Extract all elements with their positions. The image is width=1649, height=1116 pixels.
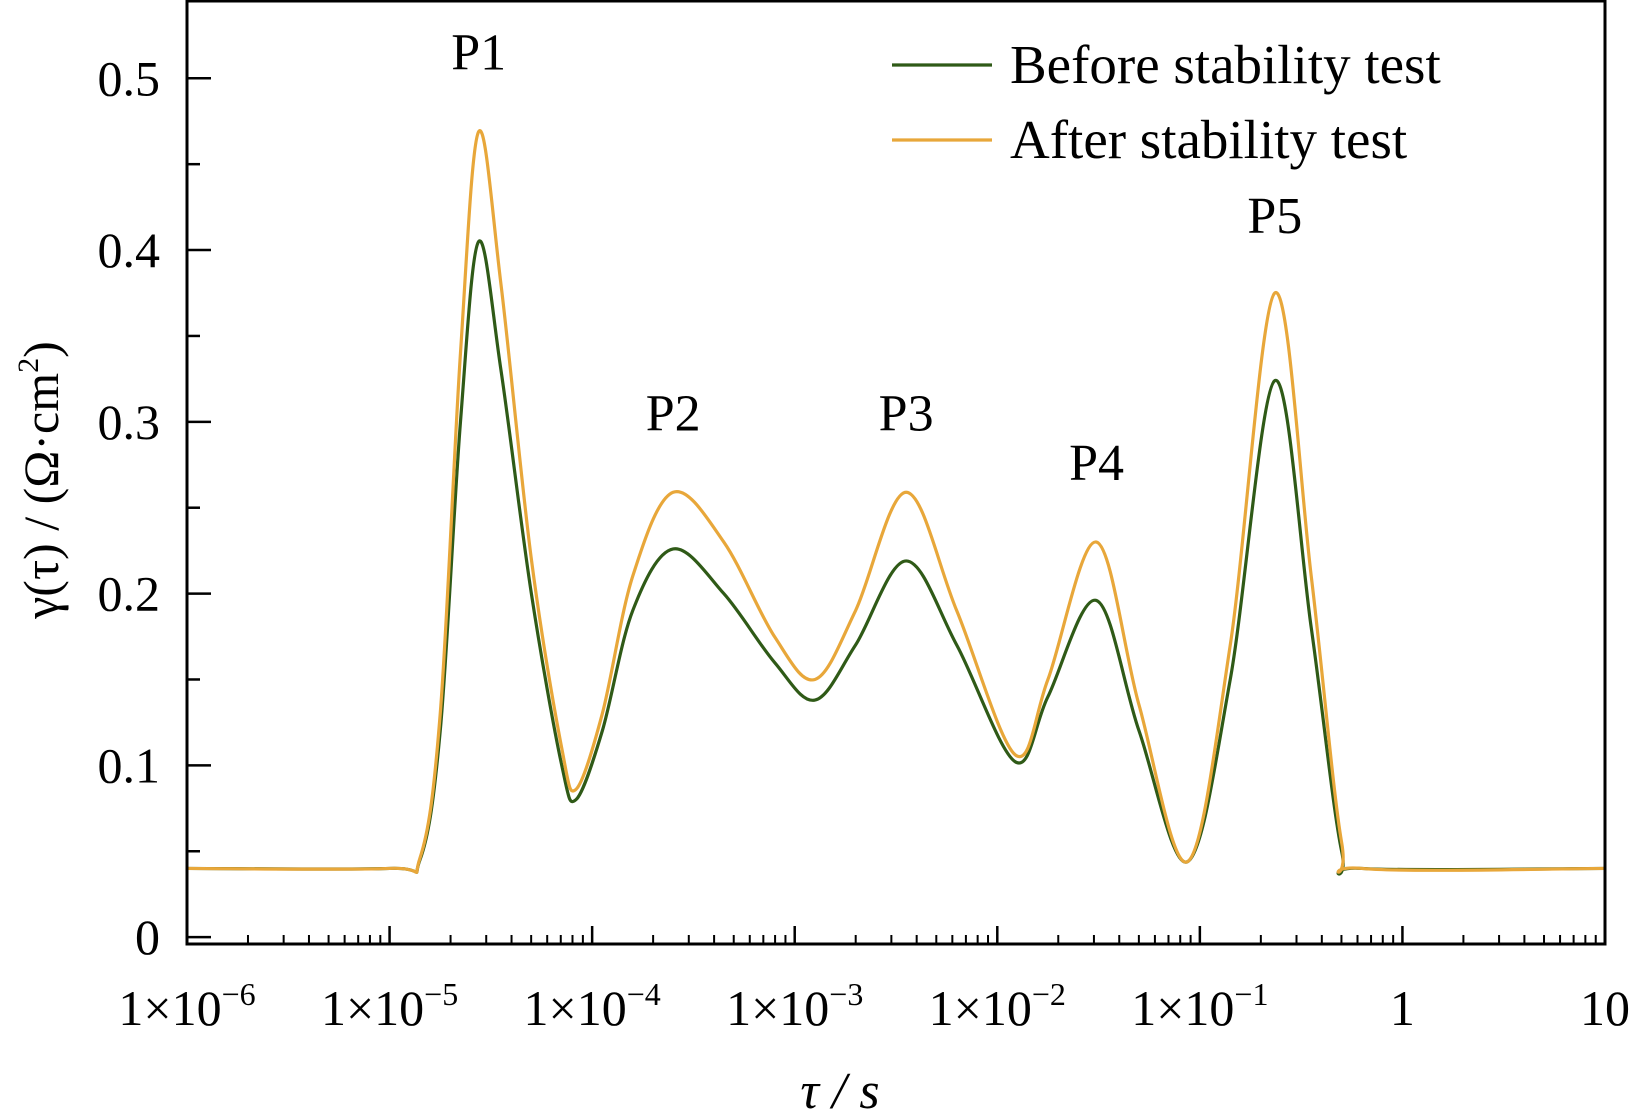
x-axis-label: τ / s [800,1063,879,1116]
y-tick-label: 0.3 [98,394,161,450]
x-tick-exponent: −3 [829,976,863,1012]
peak-label: P4 [1069,435,1124,492]
legend: Before stability test After stability tes… [892,34,1441,170]
x-tick-exponent: −6 [222,976,256,1012]
x-tick-label: 1×10−6 [118,976,255,1036]
legend-label: Before stability test [1010,34,1441,95]
series-lines [186,129,1606,876]
x-tick-label: 1×10−4 [524,976,661,1036]
x-tick-base: 1 [1390,980,1415,1036]
x-tick-base: 1×10 [118,980,221,1036]
x-tick-base: 1×10 [524,980,627,1036]
x-tick-exponent: −5 [424,976,458,1012]
x-tick-label: 10 [1580,980,1630,1036]
x-tick-exponent: −2 [1032,976,1066,1012]
x-tick-label: 1×10−3 [726,976,863,1036]
x-tick-base: 1×10 [1131,980,1234,1036]
peak-label: P2 [646,385,701,442]
y-axis-label: γ(τ) / (Ω·cm2) [12,341,69,620]
x-tick-base: 1×10 [726,980,829,1036]
x-tick-base: 10 [1580,980,1630,1036]
x-tick-base: 1×10 [929,980,1032,1036]
x-tick-label: 1×10−2 [929,976,1066,1036]
peak-label: P5 [1247,188,1302,245]
series-line-before [186,239,1606,876]
x-tick-label: 1×10−1 [1131,976,1268,1036]
peak-label: P1 [451,25,506,82]
peak-annotations: P1 P2 P3 P4 P5 [451,25,1302,493]
series-line-after [186,129,1606,874]
y-axis: 0 0.1 0.2 0.3 0.4 0.5 [98,50,211,965]
peak-label: P3 [879,385,934,442]
x-tick-base: 1×10 [321,980,424,1036]
legend-label: After stability test [1010,109,1407,170]
x-axis: 1×10−6 1×10−5 1×10−4 1×10−3 1×10−2 1×10−1 1 10 [118,926,1630,1036]
y-tick-label: 0.5 [98,50,161,106]
x-tick-exponent: −4 [627,976,661,1012]
x-tick-label: 1×10−5 [321,976,458,1036]
x-tick-label: 1 [1390,980,1415,1036]
y-tick-label: 0 [135,909,160,965]
y-tick-label: 0.4 [98,222,161,278]
plot-frame [185,0,1607,946]
x-tick-exponent: −1 [1234,976,1268,1012]
y-tick-label: 0.1 [98,737,161,793]
y-tick-label: 0.2 [98,566,161,622]
